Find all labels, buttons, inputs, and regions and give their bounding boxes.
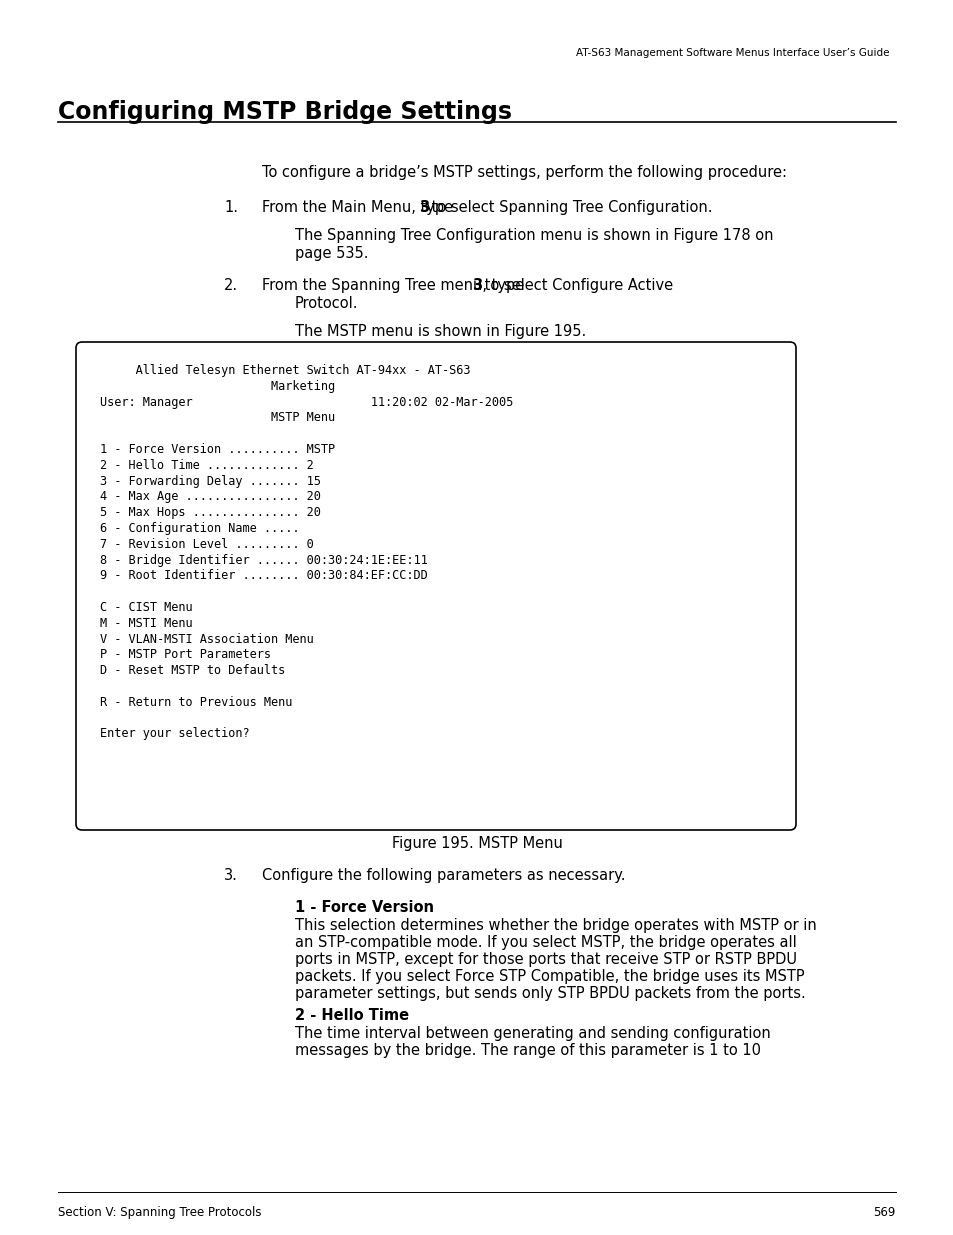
Text: To configure a bridge’s MSTP settings, perform the following procedure:: To configure a bridge’s MSTP settings, p… xyxy=(262,165,786,180)
Text: AT-S63 Management Software Menus Interface User’s Guide: AT-S63 Management Software Menus Interfa… xyxy=(576,48,889,58)
FancyBboxPatch shape xyxy=(76,342,795,830)
Text: 3: 3 xyxy=(418,200,429,215)
Text: Marketing: Marketing xyxy=(100,380,335,393)
Text: 2.: 2. xyxy=(224,278,238,293)
Text: 2 - Hello Time: 2 - Hello Time xyxy=(294,1008,409,1023)
Text: Protocol.: Protocol. xyxy=(294,296,358,311)
Text: 6 - Configuration Name .....: 6 - Configuration Name ..... xyxy=(100,522,299,535)
Text: The Spanning Tree Configuration menu is shown in Figure 178 on: The Spanning Tree Configuration menu is … xyxy=(294,228,773,243)
Text: packets. If you select Force STP Compatible, the bridge uses its MSTP: packets. If you select Force STP Compati… xyxy=(294,969,803,984)
Text: 9 - Root Identifier ........ 00:30:84:EF:CC:DD: 9 - Root Identifier ........ 00:30:84:EF… xyxy=(100,569,427,583)
Text: parameter settings, but sends only STP BPDU packets from the ports.: parameter settings, but sends only STP B… xyxy=(294,986,805,1002)
Text: M - MSTI Menu: M - MSTI Menu xyxy=(100,616,193,630)
Text: 8 - Bridge Identifier ...... 00:30:24:1E:EE:11: 8 - Bridge Identifier ...... 00:30:24:1E… xyxy=(100,553,427,567)
Text: D - Reset MSTP to Defaults: D - Reset MSTP to Defaults xyxy=(100,664,285,677)
Text: ports in MSTP, except for those ports that receive STP or RSTP BPDU: ports in MSTP, except for those ports th… xyxy=(294,952,796,967)
Text: Configuring MSTP Bridge Settings: Configuring MSTP Bridge Settings xyxy=(58,100,512,124)
Text: Configure the following parameters as necessary.: Configure the following parameters as ne… xyxy=(262,868,625,883)
Text: This selection determines whether the bridge operates with MSTP or in: This selection determines whether the br… xyxy=(294,918,816,932)
Text: 3 - Forwarding Delay ....... 15: 3 - Forwarding Delay ....... 15 xyxy=(100,474,320,488)
Text: The time interval between generating and sending configuration: The time interval between generating and… xyxy=(294,1026,770,1041)
Text: to select Spanning Tree Configuration.: to select Spanning Tree Configuration. xyxy=(427,200,712,215)
Text: 7 - Revision Level ......... 0: 7 - Revision Level ......... 0 xyxy=(100,537,314,551)
Text: From the Main Menu, type: From the Main Menu, type xyxy=(262,200,457,215)
Text: P - MSTP Port Parameters: P - MSTP Port Parameters xyxy=(100,648,271,662)
Text: MSTP Menu: MSTP Menu xyxy=(100,411,335,425)
Text: Allied Telesyn Ethernet Switch AT-94xx - AT-S63: Allied Telesyn Ethernet Switch AT-94xx -… xyxy=(100,364,470,377)
Text: From the Spanning Tree menu, type: From the Spanning Tree menu, type xyxy=(262,278,528,293)
Text: 5 - Max Hops ............... 20: 5 - Max Hops ............... 20 xyxy=(100,506,320,519)
Text: User: Manager                         11:20:02 02-Mar-2005: User: Manager 11:20:02 02-Mar-2005 xyxy=(100,395,513,409)
Text: R - Return to Previous Menu: R - Return to Previous Menu xyxy=(100,695,292,709)
Text: 1.: 1. xyxy=(224,200,237,215)
Text: to select Configure Active: to select Configure Active xyxy=(479,278,673,293)
Text: The MSTP menu is shown in Figure 195.: The MSTP menu is shown in Figure 195. xyxy=(294,324,586,338)
Text: 4 - Max Age ................ 20: 4 - Max Age ................ 20 xyxy=(100,490,320,504)
Text: an STP-compatible mode. If you select MSTP, the bridge operates all: an STP-compatible mode. If you select MS… xyxy=(294,935,796,950)
Text: messages by the bridge. The range of this parameter is 1 to 10: messages by the bridge. The range of thi… xyxy=(294,1044,760,1058)
Text: C - CIST Menu: C - CIST Menu xyxy=(100,601,193,614)
Text: Enter your selection?: Enter your selection? xyxy=(100,727,250,741)
Text: 2 - Hello Time ............. 2: 2 - Hello Time ............. 2 xyxy=(100,458,314,472)
Text: 1 - Force Version: 1 - Force Version xyxy=(294,900,434,915)
Text: 3: 3 xyxy=(472,278,481,293)
Text: 569: 569 xyxy=(873,1207,895,1219)
Text: V - VLAN-MSTI Association Menu: V - VLAN-MSTI Association Menu xyxy=(100,632,314,646)
Text: Section V: Spanning Tree Protocols: Section V: Spanning Tree Protocols xyxy=(58,1207,261,1219)
Text: page 535.: page 535. xyxy=(294,246,368,261)
Text: 3.: 3. xyxy=(224,868,237,883)
Text: Figure 195. MSTP Menu: Figure 195. MSTP Menu xyxy=(391,836,562,851)
Text: 1 - Force Version .......... MSTP: 1 - Force Version .......... MSTP xyxy=(100,443,335,456)
